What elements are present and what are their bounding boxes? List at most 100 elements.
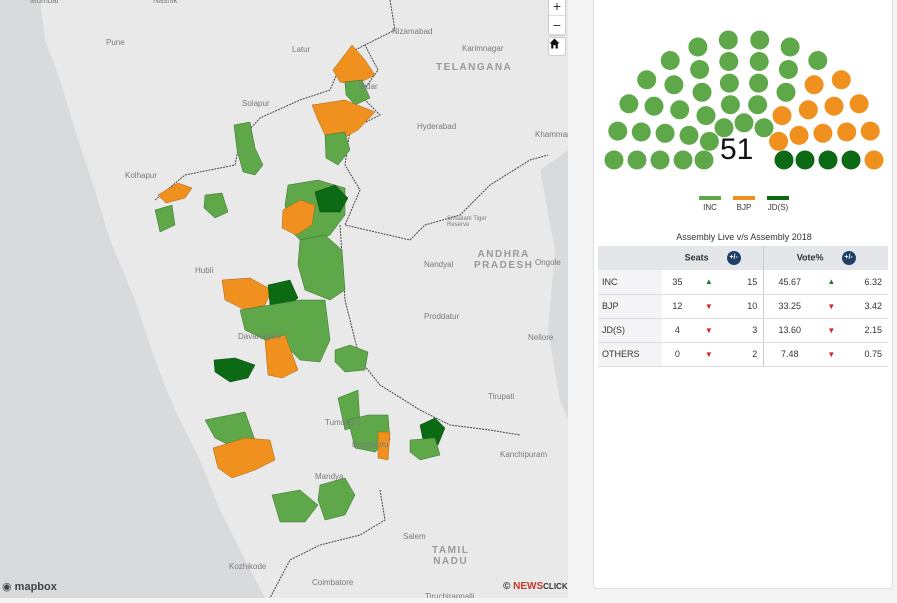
- constituency-inc[interactable]: [239, 299, 331, 363]
- seats-diff-toggle-icon[interactable]: +/-: [726, 251, 741, 265]
- zoom-out-button[interactable]: −: [549, 16, 565, 35]
- place-label: Davanagere: [238, 332, 282, 341]
- seat-dot-inc: [664, 75, 684, 95]
- constituency-inc[interactable]: [271, 489, 319, 523]
- vote-diff-toggle-icon[interactable]: +/-: [841, 251, 856, 265]
- constituency-inc[interactable]: [344, 79, 371, 106]
- region-label: TAMIL NADU: [432, 545, 470, 567]
- table-row: BJP 12 ▼ 10 33.25 ▼ 3.42: [598, 294, 888, 319]
- seat-dot-inc: [655, 123, 675, 143]
- seat-dot-inc: [673, 150, 693, 170]
- seat-dot-bjp: [772, 106, 792, 126]
- zoom-in-button[interactable]: +: [549, 0, 565, 16]
- seat-dot-jds: [841, 150, 861, 170]
- seat-dot-bjp: [804, 75, 824, 95]
- party-header: [598, 246, 662, 270]
- mapbox-logo[interactable]: ◉ mapbox: [2, 580, 57, 593]
- constituency-jds[interactable]: [419, 417, 446, 446]
- seat-dot-inc: [780, 37, 800, 57]
- constituency-inc[interactable]: [324, 131, 351, 166]
- place-label: Nizamabad: [392, 27, 433, 36]
- legend-label: JD(S): [767, 203, 789, 212]
- place-label: Proddatur: [424, 312, 460, 321]
- place-label: Tirupati: [488, 392, 515, 401]
- comparison-title: Assembly Live v/s Assembly 2018: [676, 232, 812, 242]
- vote-delta: 2.15: [835, 318, 888, 343]
- constituency-jds[interactable]: [213, 357, 256, 383]
- seat-dot-inc: [750, 30, 770, 50]
- seat-dot-bjp: [837, 122, 857, 142]
- legend-swatch: [699, 196, 721, 200]
- place-label: Kozhikode: [229, 562, 267, 571]
- constituency-bjp[interactable]: [264, 334, 299, 379]
- constituency-inc[interactable]: [297, 234, 346, 301]
- region-label: ANDHRA PRADESH: [474, 249, 534, 271]
- vote-trend-icon: ▼: [815, 342, 836, 367]
- constituency-bjp[interactable]: [332, 44, 376, 86]
- place-label: Bidar: [359, 82, 378, 91]
- seat-dot-inc: [778, 60, 798, 79]
- constituency-inc[interactable]: [154, 204, 176, 233]
- home-button[interactable]: [548, 37, 566, 56]
- newsclick-news: NEWS: [513, 581, 544, 592]
- party-legend: INC BJP JD(S): [594, 196, 894, 212]
- seat-dot-inc: [690, 60, 710, 79]
- seat-dot-bjp: [831, 70, 851, 90]
- seat-dot-inc: [604, 150, 624, 170]
- seat-dot-inc: [719, 73, 739, 93]
- seat-dot-inc: [627, 150, 647, 170]
- place-label: Srisailam Tiger Reserve: [447, 216, 487, 228]
- seat-dot-inc: [719, 52, 739, 71]
- sea-area: [0, 0, 265, 598]
- seat-dot-bjp: [860, 121, 880, 141]
- seat-dot-inc: [679, 125, 699, 145]
- seat-dot-inc: [637, 70, 657, 90]
- seats-header: Seats +/-: [662, 246, 764, 270]
- seat-dot-jds: [818, 150, 838, 170]
- place-label: Pune: [106, 38, 125, 47]
- legend-item: INC: [699, 196, 721, 212]
- constituencies[interactable]: [154, 44, 446, 523]
- constituency-bjp[interactable]: [281, 199, 316, 236]
- seat-dot-inc: [696, 106, 716, 126]
- seats-value: 4: [662, 318, 693, 343]
- seats-header-label: Seats: [684, 252, 709, 263]
- election-map[interactable]: Mumbai Nashik Nizamabad Karimnagar Pune Latur…: [0, 0, 568, 598]
- constituency-inc[interactable]: [203, 192, 229, 219]
- place-label: Khammam: [535, 130, 568, 139]
- legend-label: BJP: [736, 203, 752, 212]
- place-label: Solapur: [242, 99, 270, 108]
- constituency-inc[interactable]: [233, 121, 264, 176]
- party-name: JD(S): [598, 318, 662, 343]
- constituency-jds[interactable]: [314, 184, 349, 213]
- comparison-table: Seats +/- Vote% +/- INC 35 ▲ 15 45.67 ▲ 6.32 BJP 1…: [598, 246, 888, 367]
- seat-dot-bjp: [769, 131, 789, 151]
- vote-value: 13.60: [763, 318, 816, 343]
- seat-dot-inc: [808, 51, 828, 70]
- place-label: Latur: [292, 45, 311, 54]
- seat-dot-inc: [748, 95, 768, 115]
- constituency-inc[interactable]: [334, 344, 369, 373]
- seat-dot-inc: [754, 118, 774, 138]
- results-panel: 51 INC BJP JD(S) Assembly Live v/s Assembl…: [593, 0, 893, 589]
- seat-dot-inc: [694, 150, 714, 170]
- party-name: INC: [598, 270, 662, 295]
- seats-trend-icon: ▼: [692, 318, 713, 343]
- constituency-inc[interactable]: [317, 477, 356, 521]
- place-label: Coimbatore: [312, 578, 354, 587]
- place-label: Tumakuru: [325, 418, 361, 427]
- seat-total: 51: [720, 133, 754, 166]
- constituency-bjp[interactable]: [377, 431, 391, 461]
- state-border: [269, 489, 386, 598]
- place-label: Karimnagar: [462, 44, 504, 53]
- region-label: TELANGANA: [436, 62, 513, 73]
- constituency-bjp[interactable]: [212, 437, 276, 479]
- constituency-bjp[interactable]: [157, 182, 193, 204]
- seat-dot-inc: [688, 37, 708, 57]
- constituency-bjp[interactable]: [221, 277, 273, 311]
- place-label: Nandyal: [424, 260, 454, 269]
- constituency-bjp[interactable]: [311, 99, 376, 141]
- constituency-inc[interactable]: [409, 437, 441, 461]
- vote-trend-icon: ▲: [815, 270, 836, 295]
- seat-dot-inc: [692, 82, 712, 102]
